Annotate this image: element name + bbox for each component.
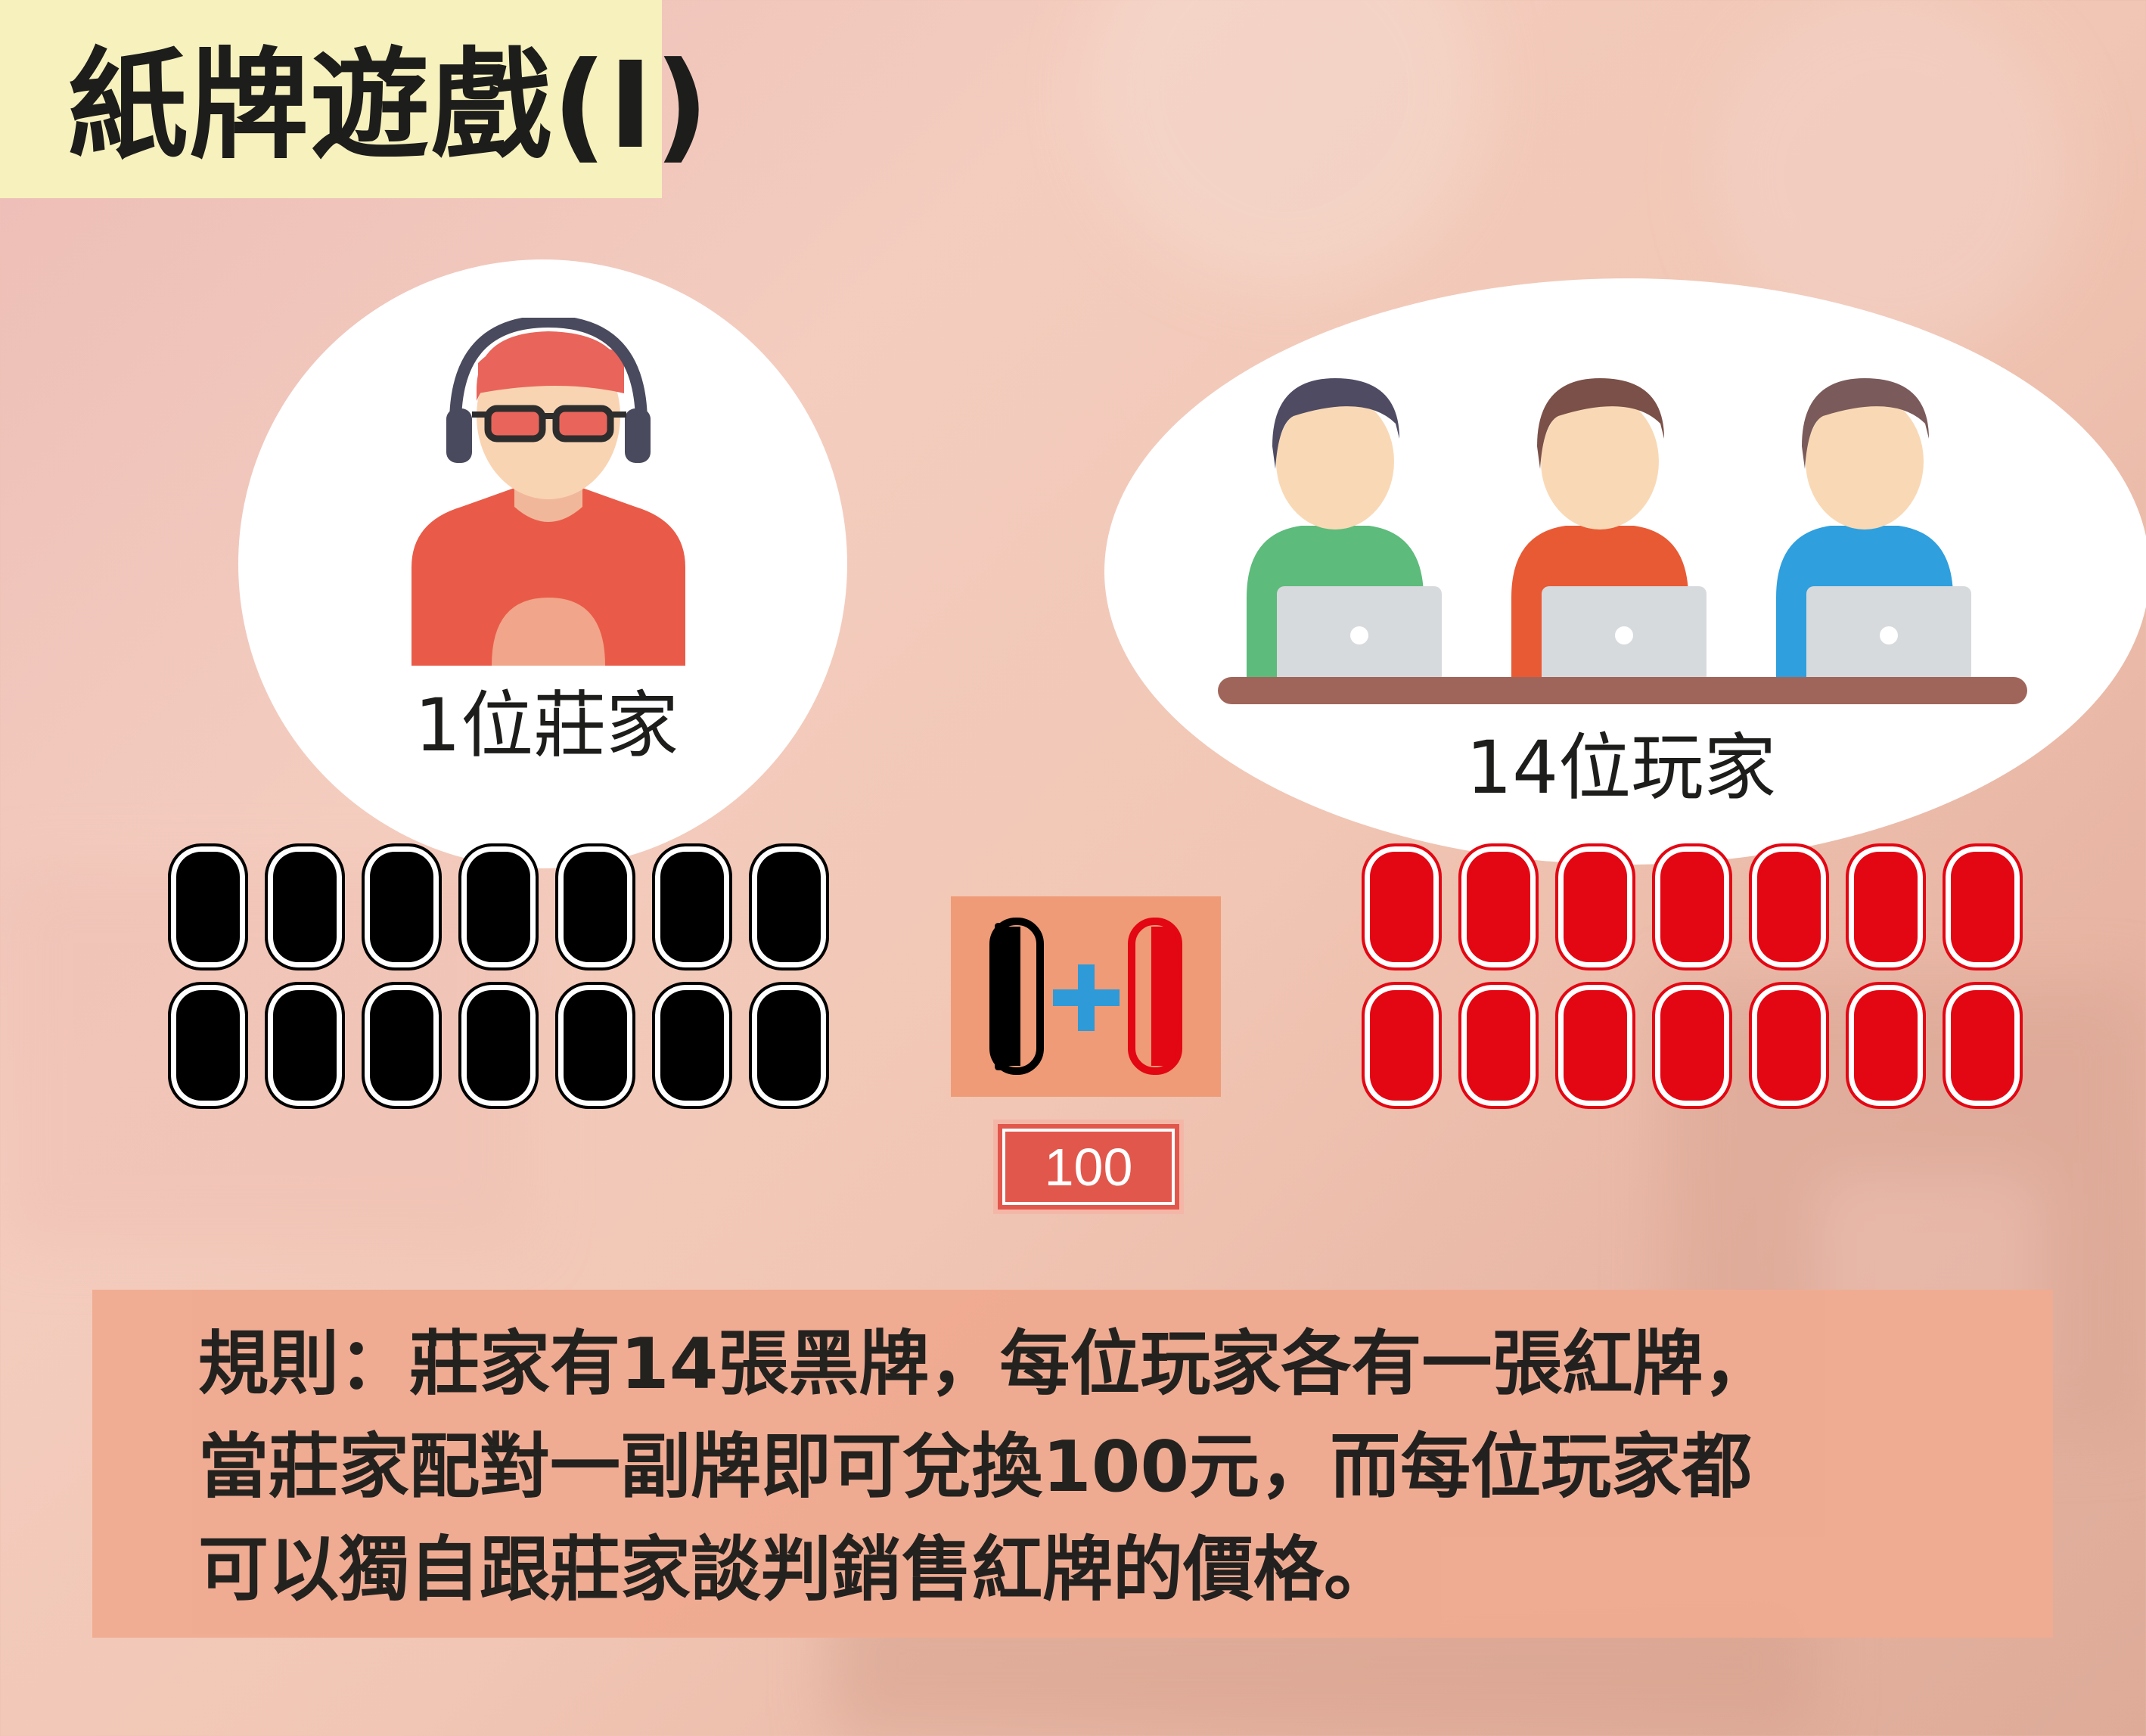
card-pair-box (951, 896, 1221, 1097)
rules-line-2: 當莊家配對一副牌即可兌換100元，而每位玩家都 (198, 1426, 1753, 1508)
dealer-label: 1位莊家 (415, 683, 679, 768)
red-card (1846, 843, 1926, 970)
rules-line-1: 規則：莊家有14張黑牌，每位玩家各有一張紅牌， (198, 1323, 1774, 1405)
red-card (1943, 982, 2023, 1109)
rules-panel: 規則：莊家有14張黑牌，每位玩家各有一張紅牌， 當莊家配對一副牌即可兌換100元… (92, 1290, 2053, 1638)
red-card (1458, 843, 1539, 970)
price-tag: 100 (993, 1120, 1184, 1214)
black-card (265, 843, 345, 970)
black-card (458, 843, 539, 970)
red-card (1652, 843, 1732, 970)
black-card (168, 982, 248, 1109)
red-card (1846, 982, 1926, 1109)
red-card (1749, 982, 1829, 1109)
black-red-card-pair-icon (989, 918, 1182, 1075)
red-card (1555, 843, 1635, 970)
black-card (555, 982, 635, 1109)
black-card (555, 843, 635, 970)
page-title: 紙牌遊戲(I) (68, 36, 711, 175)
red-card (1943, 843, 2023, 970)
black-card (749, 982, 829, 1109)
red-card (1652, 982, 1732, 1109)
red-card (1362, 982, 1442, 1109)
rules-line-3: 可以獨自跟莊家談判銷售紅牌的價格。 (198, 1529, 1394, 1610)
black-card (168, 843, 248, 970)
black-card (652, 982, 732, 1109)
price-value: 100 (1044, 1137, 1133, 1197)
red-card (1555, 982, 1635, 1109)
black-card (749, 843, 829, 970)
black-card (362, 843, 442, 970)
dealer-headphones-icon (411, 318, 685, 666)
rules-text: 規則：莊家有14張黑牌，每位玩家各有一張紅牌， 當莊家配對一副牌即可兌換100元… (198, 1312, 1998, 1621)
red-card (1458, 982, 1539, 1109)
players-label: 14位玩家 (1466, 725, 1777, 810)
black-card (652, 843, 732, 970)
black-card (362, 982, 442, 1109)
players-laptops-icon (1218, 378, 2027, 704)
title-banner: 紙牌遊戲(I) (0, 0, 709, 198)
red-card (1362, 843, 1442, 970)
black-card (265, 982, 345, 1109)
red-card (1749, 843, 1829, 970)
black-card (458, 982, 539, 1109)
